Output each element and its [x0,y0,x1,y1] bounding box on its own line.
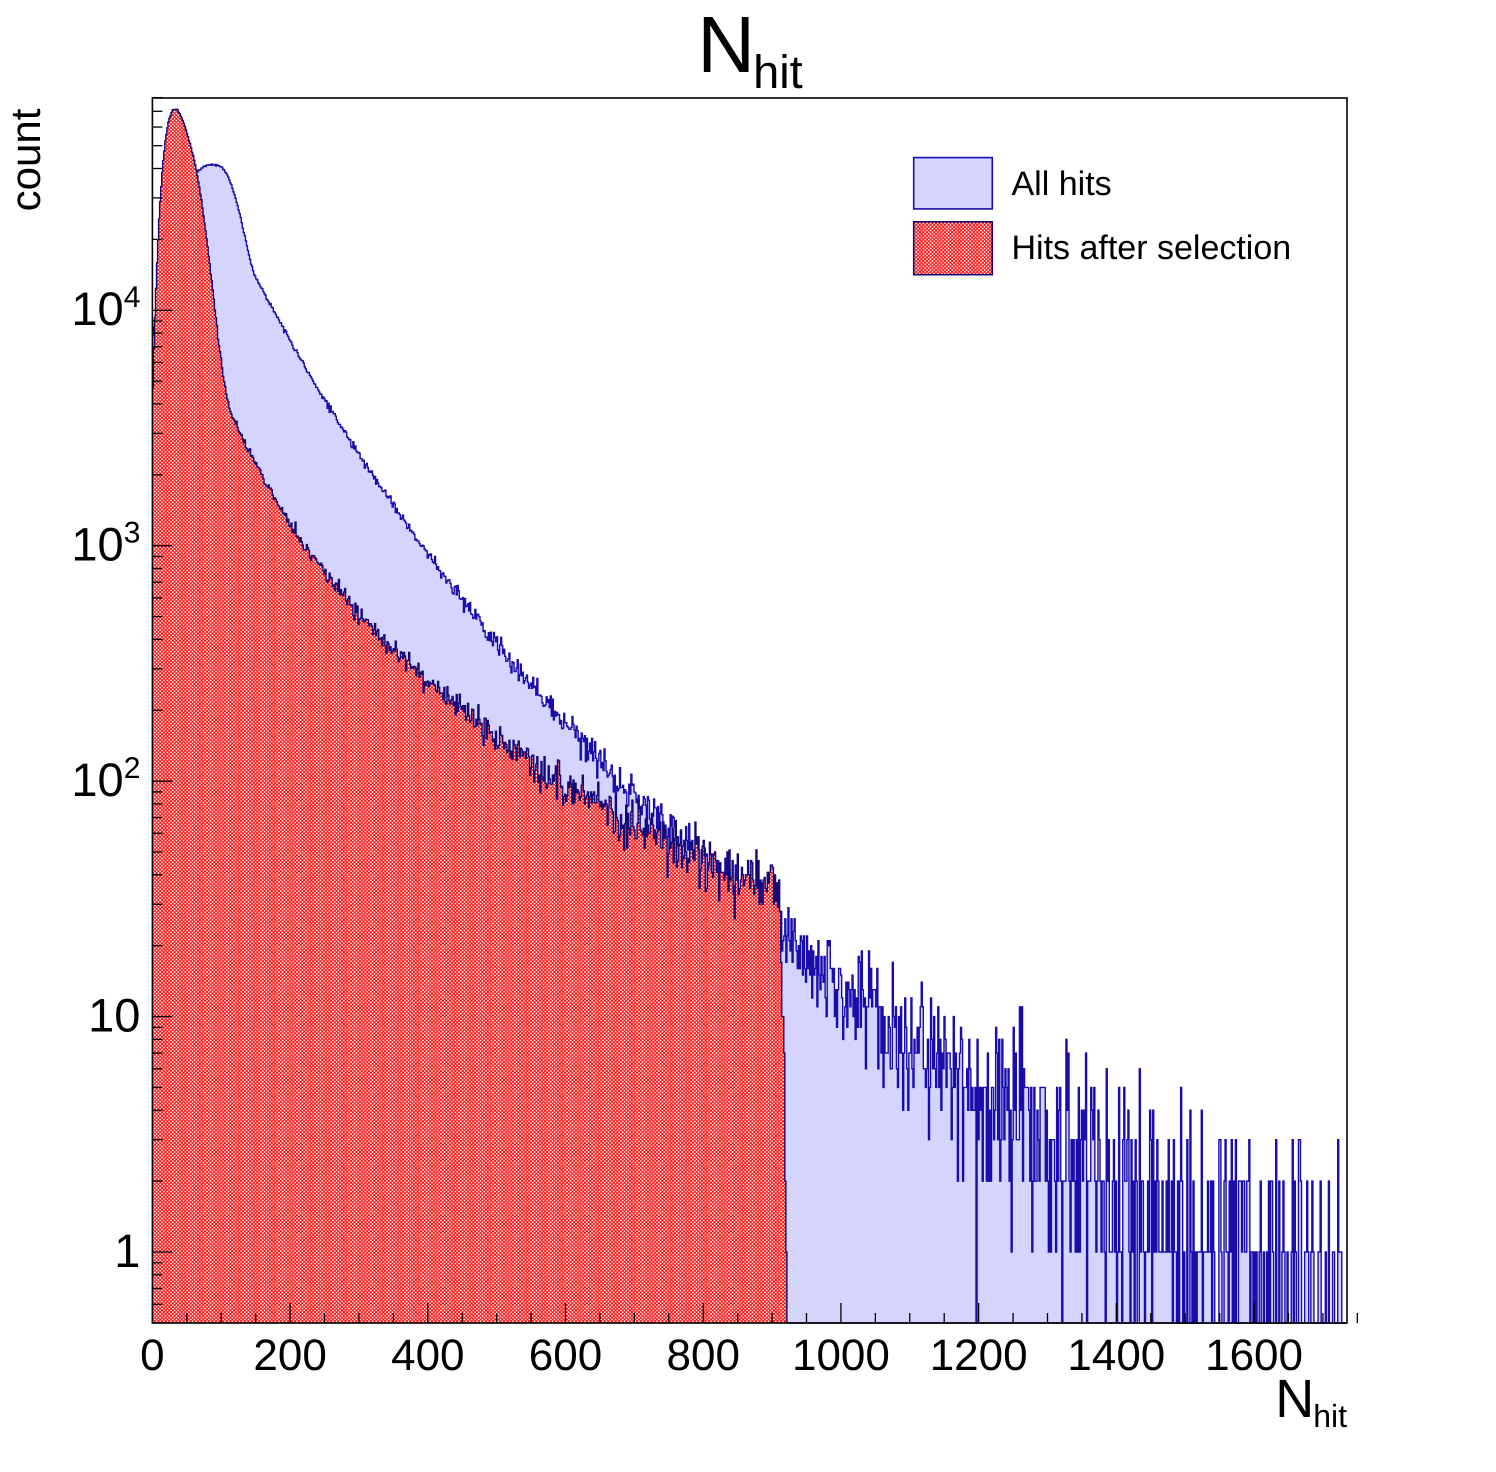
svg-text:1400: 1400 [1067,1331,1165,1380]
svg-text:count: count [2,108,49,211]
svg-text:1000: 1000 [792,1331,890,1380]
svg-text:200: 200 [253,1331,326,1380]
svg-text:400: 400 [391,1331,464,1380]
svg-text:All hits: All hits [1012,165,1112,203]
svg-text:10: 10 [88,989,140,1042]
svg-text:0: 0 [140,1331,164,1380]
svg-text:1200: 1200 [930,1331,1028,1380]
svg-text:1600: 1600 [1205,1331,1303,1380]
svg-text:1: 1 [114,1224,140,1277]
svg-text:Hits after selection: Hits after selection [1012,229,1292,267]
svg-text:800: 800 [667,1331,740,1380]
svg-text:600: 600 [529,1331,602,1380]
